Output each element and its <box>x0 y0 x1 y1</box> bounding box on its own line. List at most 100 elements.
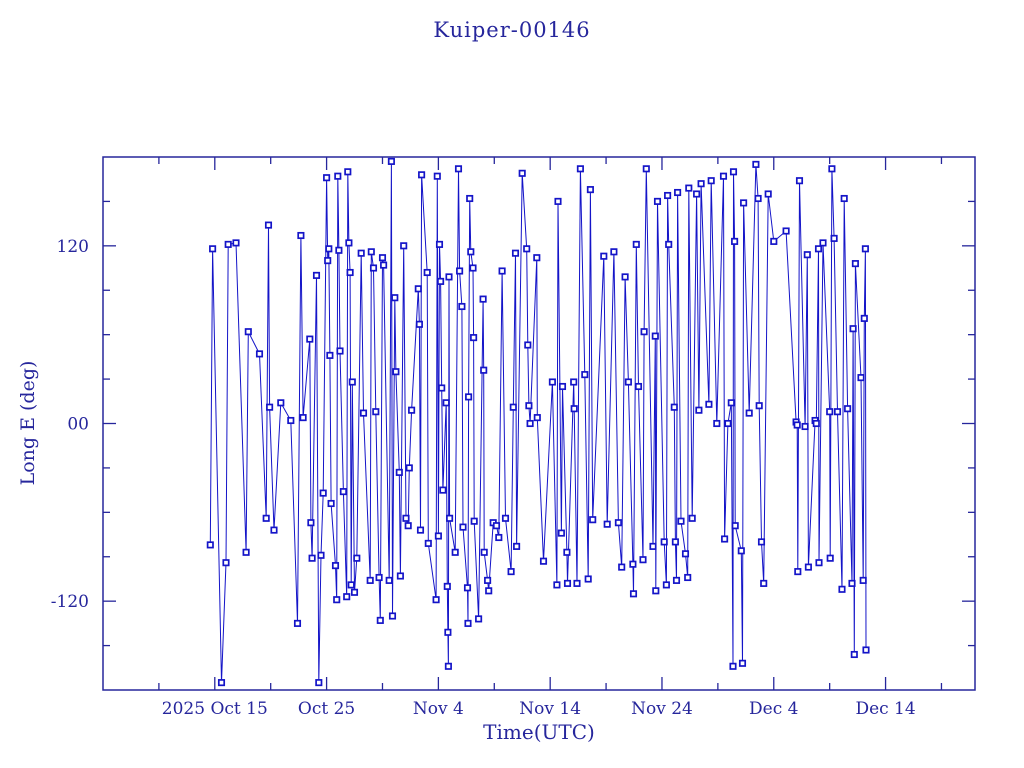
data-point <box>501 514 510 522</box>
data-point <box>466 194 474 203</box>
data-point <box>554 197 562 205</box>
data-point <box>815 559 823 567</box>
data-point <box>828 165 836 173</box>
data-point <box>416 526 425 534</box>
data-point <box>312 271 321 279</box>
data-point <box>731 237 739 245</box>
data-point <box>830 234 838 242</box>
data-point <box>277 399 285 407</box>
data-point <box>721 535 729 543</box>
data-point <box>849 325 857 333</box>
data-point <box>795 177 804 185</box>
data-point <box>793 421 801 429</box>
data-point <box>307 519 315 527</box>
data-point <box>618 563 626 571</box>
data-point <box>684 573 692 582</box>
data-point <box>833 408 842 416</box>
data-point <box>404 522 412 530</box>
data-point <box>339 488 347 496</box>
data-point <box>458 302 466 311</box>
data-point <box>467 248 475 256</box>
chart-title: Kuiper-00146 <box>433 18 591 42</box>
data-point <box>366 576 374 584</box>
data-point <box>857 374 865 382</box>
data-point <box>333 596 341 604</box>
data-point <box>557 529 565 537</box>
data-point <box>346 268 354 277</box>
data-point <box>621 273 629 281</box>
data-point <box>651 332 659 340</box>
data-point <box>334 172 342 180</box>
data-point <box>729 168 738 176</box>
data-point <box>754 194 762 203</box>
data-point <box>563 548 571 556</box>
data-point <box>434 532 442 540</box>
data-point <box>324 257 332 265</box>
data-point <box>433 172 441 180</box>
data-point <box>470 334 478 342</box>
data-point <box>255 350 264 358</box>
data-point <box>293 619 302 627</box>
data-point <box>402 514 410 522</box>
data-point <box>480 548 488 556</box>
data-point <box>610 248 618 256</box>
data-point <box>614 519 622 527</box>
data-point <box>740 199 748 207</box>
data-point <box>600 252 608 260</box>
x-tick-label: Dec 4 <box>749 699 798 719</box>
x-tick-label: Dec 14 <box>855 699 915 719</box>
data-point <box>376 616 384 624</box>
data-point <box>664 191 672 200</box>
data-point <box>804 563 812 571</box>
data-point <box>713 419 721 428</box>
data-point <box>242 548 250 556</box>
data-point <box>387 157 395 165</box>
data-point <box>287 416 295 425</box>
data-point <box>353 554 361 562</box>
data-point <box>396 572 404 580</box>
data-point <box>475 615 483 623</box>
data-point <box>707 177 715 185</box>
data-point <box>860 314 868 322</box>
data-point <box>424 539 432 547</box>
data-point <box>391 294 399 302</box>
data-point <box>405 464 413 472</box>
data-point <box>584 575 592 583</box>
data-point <box>319 489 327 497</box>
data-point <box>299 414 307 422</box>
data-point <box>495 533 503 542</box>
data-point <box>581 371 589 379</box>
data-point <box>479 295 487 303</box>
data-point <box>315 679 323 687</box>
y-tick-label: 120 <box>57 237 89 257</box>
data-point <box>385 576 393 584</box>
data-point <box>327 499 335 508</box>
data-point <box>745 409 753 417</box>
data-point <box>674 188 682 197</box>
data-point <box>632 240 640 248</box>
data-point <box>359 409 368 417</box>
data-point <box>209 245 217 253</box>
data-point <box>480 366 488 374</box>
data-point <box>526 419 534 428</box>
data-point <box>445 273 453 281</box>
data-point <box>794 568 802 576</box>
data-point <box>469 264 477 272</box>
data-point <box>634 382 643 391</box>
data-point <box>270 526 278 534</box>
data-point <box>344 168 352 176</box>
data-point <box>548 378 556 386</box>
data-point <box>509 403 517 411</box>
data-point <box>677 517 685 525</box>
data-point <box>729 662 737 670</box>
data-point <box>325 245 333 253</box>
data-point <box>470 517 478 525</box>
data-point <box>862 646 870 654</box>
data-point <box>737 547 745 555</box>
data-point <box>738 659 747 667</box>
data-point <box>262 514 270 522</box>
data-point <box>838 585 846 593</box>
data-point <box>653 197 662 205</box>
